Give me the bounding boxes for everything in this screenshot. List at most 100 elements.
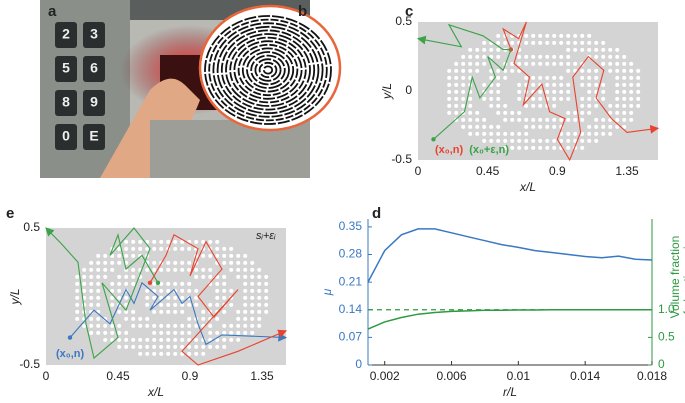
obstacle [110,281,115,286]
obstacle [96,295,101,300]
obstacle [482,131,487,136]
obstacle [524,124,529,129]
obstacle [510,138,515,143]
obstacle [552,145,557,150]
key [55,90,77,116]
obstacle [201,267,206,272]
obstacle [517,89,522,94]
obstacle [636,96,641,101]
obstacle [250,302,255,307]
y-tick-label: 0.07 [339,330,363,344]
obstacle [131,344,136,349]
x-tick-label: 0 [415,164,422,178]
obstacle [566,89,571,94]
start-point [147,280,153,285]
key-label: 8 [62,94,70,110]
obstacle [229,337,234,342]
obstacle [257,267,262,272]
obstacle [201,239,206,244]
obstacle [166,260,171,265]
y-axis-label: y/L [8,288,22,305]
obstacle [517,138,522,143]
obstacle [447,96,452,101]
obstacle [559,61,564,66]
obstacle [622,124,627,129]
obstacle [96,330,101,335]
obstacle [475,117,480,122]
obstacle [496,96,501,101]
obstacle [110,302,115,307]
obstacle [454,96,459,101]
obstacle [503,68,508,73]
y2-axis-label: Volume fraction [668,236,682,319]
obstacle [573,138,578,143]
y-axis-label: y/L [380,83,394,100]
obstacle [236,323,241,328]
obstacle [531,138,536,143]
obstacle [264,281,269,286]
obstacle [117,309,122,314]
trajectory [69,281,288,346]
key [55,22,77,48]
x-tick-label: 0.018 [637,369,667,383]
obstacle [166,295,171,300]
obstacle [461,117,466,122]
obstacle [636,89,641,94]
obstacle [243,302,248,307]
obstacle [187,281,192,286]
obstacle [243,281,248,286]
obstacle [187,316,192,321]
obstacle [489,131,494,136]
obstacle [208,239,213,244]
obstacle [96,288,101,293]
obstacle [124,239,129,244]
obstacle [257,295,262,300]
obstacle [187,267,192,272]
x-tick-label: 0.45 [106,369,130,383]
obstacle [250,330,255,335]
obstacle [229,288,234,293]
obstacle [131,281,136,286]
obstacle [201,344,206,349]
obstacle [629,89,634,94]
obstacle [468,96,473,101]
obstacle [475,61,480,66]
obstacle [173,246,178,251]
obstacle [166,288,171,293]
obstacle [531,82,536,87]
obstacle [243,323,248,328]
obstacle [173,295,178,300]
obstacle [145,288,150,293]
obstacle [461,54,466,59]
obstacle [222,330,227,335]
obstacle [250,267,255,272]
obstacle [517,131,522,136]
obstacle [622,103,627,108]
obstacle [201,316,206,321]
obstacle [159,288,164,293]
obstacle [236,309,241,314]
obstacle [145,344,150,349]
obstacle [236,260,241,265]
series-line [367,228,653,283]
obstacle [608,54,613,59]
obstacle [496,110,501,115]
obstacle [580,75,585,80]
obstacle [587,96,592,101]
obstacle [145,323,150,328]
obstacle [173,344,178,349]
ridge [262,65,274,75]
ridge [229,36,307,104]
obstacle [229,246,234,251]
obstacle [517,61,522,66]
obstacle [124,309,129,314]
obstacle [615,117,620,122]
obstacle [580,110,585,115]
obstacle [524,33,529,38]
obstacle [524,54,529,59]
obstacle [615,54,620,59]
obstacle [222,288,227,293]
obstacle [194,302,199,307]
obstacle [601,82,606,87]
x-tick-label: 0 [43,369,50,383]
